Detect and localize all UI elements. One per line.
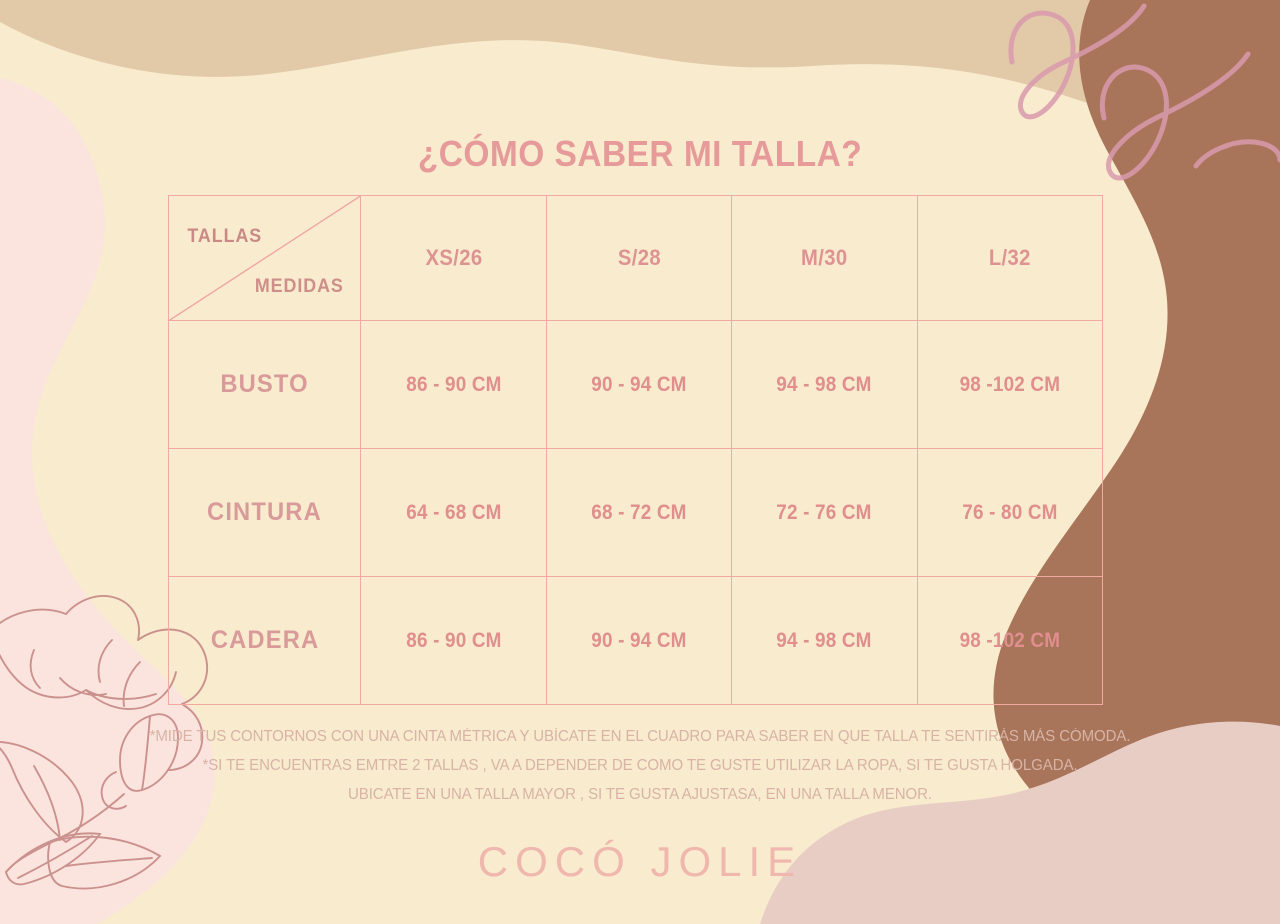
measurement-cell: 98 -102 CM bbox=[916, 320, 1104, 449]
measurement-cell: 76 - 80 CM bbox=[916, 448, 1104, 577]
row-label: CINTURA bbox=[207, 498, 323, 526]
brand-name: COCÓ JOLIE bbox=[477, 838, 803, 885]
pink-script-swirls bbox=[1008, 3, 1280, 181]
table-corner-cell: TALLAS MEDIDAS bbox=[167, 195, 362, 321]
column-header-label: M/30 bbox=[801, 245, 848, 270]
column-header-label: XS/26 bbox=[425, 245, 483, 270]
measurement-value: 98 -102 CM bbox=[959, 372, 1061, 396]
footnote-line: *SI TE ENCUENTRAS EMTRE 2 TALLAS , VA A … bbox=[202, 757, 1078, 774]
footnote-line: UBICATE EN UNA TALLA MAYOR , SI TE GUSTA… bbox=[348, 786, 932, 803]
measurement-cell: 86 - 90 CM bbox=[360, 320, 547, 449]
floral-line-art-bottom-left bbox=[0, 595, 208, 890]
measurement-value: 94 - 98 CM bbox=[776, 372, 873, 396]
table-row: CINTURA 64 - 68 CM 68 - 72 CM 72 - 76 CM… bbox=[167, 448, 1104, 577]
corner-label-tallas: TALLAS bbox=[187, 226, 263, 247]
measurement-cell: 94 - 98 CM bbox=[731, 576, 918, 705]
table-row: CADERA 86 - 90 CM 90 - 94 CM 94 - 98 CM … bbox=[167, 576, 1104, 705]
corner-label-medidas: MEDIDAS bbox=[254, 276, 344, 297]
size-table: TALLAS MEDIDAS XS/26 S/28 M/30 L/32 bbox=[167, 195, 1104, 705]
measurement-cell: 90 - 94 CM bbox=[545, 320, 733, 449]
column-header-3: L/32 bbox=[916, 195, 1104, 321]
measurement-value: 90 - 94 CM bbox=[591, 372, 687, 396]
row-label-cell: CADERA bbox=[167, 576, 362, 705]
measurement-value: 86 - 90 CM bbox=[405, 628, 502, 652]
measurement-cell: 86 - 90 CM bbox=[360, 576, 547, 705]
column-header-label: S/28 bbox=[617, 245, 661, 270]
column-header-1: S/28 bbox=[545, 195, 733, 321]
row-label: BUSTO bbox=[220, 370, 309, 398]
row-label-cell: BUSTO bbox=[167, 320, 362, 449]
footnote-line: *MIDE TUS CONTORNOS CON UNA CINTA MÉTRIC… bbox=[149, 728, 1131, 745]
measurement-value: 90 - 94 CM bbox=[591, 628, 687, 652]
pale-pink-blob-left bbox=[0, 78, 215, 924]
measurement-cell: 68 - 72 CM bbox=[545, 448, 733, 577]
column-header-2: M/30 bbox=[731, 195, 918, 321]
measurement-value: 68 - 72 CM bbox=[591, 500, 687, 524]
measurement-value: 76 - 80 CM bbox=[962, 500, 1058, 524]
tan-wave-top bbox=[0, 0, 1280, 126]
row-label-cell: CINTURA bbox=[167, 448, 362, 577]
footnotes: *MIDE TUS CONTORNOS CON UNA CINTA MÉTRIC… bbox=[0, 722, 1280, 809]
measurement-value: 64 - 68 CM bbox=[405, 500, 502, 524]
measurement-cell: 72 - 76 CM bbox=[731, 448, 918, 577]
measurement-cell: 94 - 98 CM bbox=[731, 320, 918, 449]
table-row: BUSTO 86 - 90 CM 90 - 94 CM 94 - 98 CM 9… bbox=[167, 320, 1104, 449]
page-title: ¿CÓMO SABER MI TALLA? bbox=[417, 133, 863, 174]
measurement-value: 86 - 90 CM bbox=[405, 372, 502, 396]
diagonal-divider-line bbox=[169, 196, 361, 321]
column-header-label: L/32 bbox=[988, 245, 1031, 270]
measurement-value: 98 -102 CM bbox=[959, 628, 1061, 652]
table-header-row: TALLAS MEDIDAS XS/26 S/28 M/30 L/32 bbox=[167, 195, 1104, 321]
dusty-pink-wave-bottom-right bbox=[760, 721, 1280, 924]
measurement-value: 94 - 98 CM bbox=[776, 628, 873, 652]
size-table-container: TALLAS MEDIDAS XS/26 S/28 M/30 L/32 bbox=[167, 195, 1104, 705]
measurement-cell: 90 - 94 CM bbox=[545, 576, 733, 705]
column-header-0: XS/26 bbox=[360, 195, 547, 321]
measurement-value: 72 - 76 CM bbox=[776, 500, 873, 524]
row-label: CADERA bbox=[210, 626, 319, 654]
measurement-cell: 98 -102 CM bbox=[916, 576, 1104, 705]
measurement-cell: 64 - 68 CM bbox=[360, 448, 547, 577]
